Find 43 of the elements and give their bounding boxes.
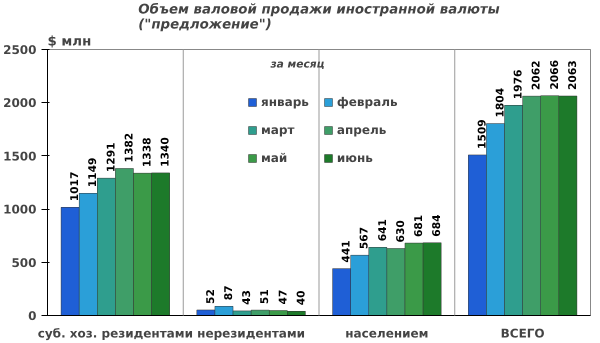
data-label: 51 — [258, 289, 272, 304]
data-label: 441 — [340, 240, 353, 263]
data-label: 87 — [222, 285, 235, 300]
data-label: 630 — [394, 220, 407, 242]
legend-label: январь — [261, 95, 309, 109]
legend-label: май — [261, 151, 288, 165]
data-label: 43 — [240, 290, 254, 305]
legend-label: апрель — [336, 123, 386, 137]
y-tick-label: 1500 — [3, 149, 37, 164]
data-label: 52 — [204, 289, 217, 304]
data-label: 1509 — [475, 119, 488, 149]
data-label: 684 — [430, 214, 444, 237]
chart-title: Объем валовой продажи иностранной валюты ("предложение") — [138, 2, 500, 32]
data-label: 1382 — [122, 132, 136, 162]
y-tick-label: 2500 — [3, 43, 37, 57]
text: за месяц — [269, 58, 325, 70]
data-label: 1340 — [158, 137, 172, 167]
y-tick-label: 2000 — [3, 96, 37, 110]
data-label: 1149 — [86, 158, 100, 188]
data-label: 1017 — [68, 172, 82, 202]
data-label: 641 — [376, 219, 389, 242]
x-tick-label: ВСЕГО — [500, 326, 545, 340]
data-label: 40 — [294, 290, 308, 306]
data-label: 1976 — [512, 70, 525, 100]
data-label: 47 — [276, 290, 290, 304]
data-label: 1291 — [104, 142, 118, 172]
data-label: 1338 — [140, 137, 154, 168]
data-label: 2066 — [548, 60, 561, 90]
y-axis-title: $ млн — [48, 34, 92, 50]
y-tick-label: 1000 — [3, 202, 37, 217]
legend-label: март — [261, 123, 294, 137]
data-label: 2062 — [530, 60, 543, 90]
data-label: 681 — [412, 214, 426, 238]
legend-label: июнь — [336, 151, 373, 165]
x-tick-label: нерезидентами — [197, 326, 306, 340]
y-tick-label: 500 — [11, 256, 37, 270]
data-label: 567 — [358, 226, 371, 250]
legend-label: февраль — [336, 95, 398, 109]
data-label: 1804 — [493, 88, 506, 118]
x-tick-label: суб. хоз. резидентами — [38, 326, 194, 340]
y-tick-label: 0 — [28, 309, 37, 323]
data-label: 2063 — [566, 60, 579, 90]
x-tick-label: населением — [345, 326, 428, 340]
